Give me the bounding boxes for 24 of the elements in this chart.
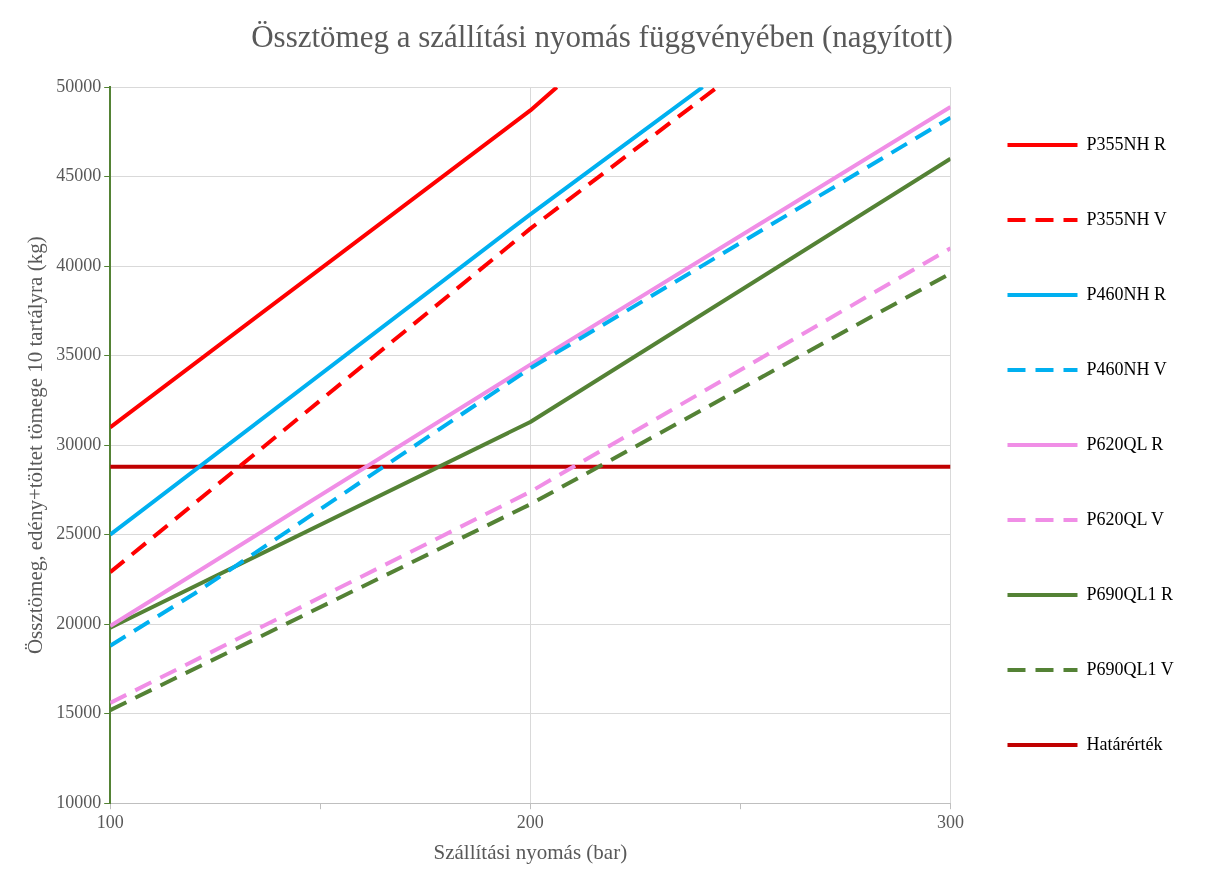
legend-label: P355NH V (1086, 208, 1167, 229)
y-tick-label: 40000 (56, 254, 102, 275)
legend-label: P690QL1 R (1086, 583, 1174, 604)
y-tick-label: 15000 (56, 702, 102, 723)
y-tick-label: 20000 (56, 612, 102, 633)
x-tick-label: 300 (937, 811, 964, 832)
y-tick-label: 25000 (56, 523, 102, 544)
x-tick-label: 100 (96, 811, 124, 832)
y-tick-label: 35000 (56, 344, 102, 365)
legend-label: P460NH R (1086, 283, 1167, 304)
y-tick-label: 30000 (56, 433, 102, 454)
legend-label: P620QL R (1086, 433, 1164, 454)
y-tick-label: 10000 (56, 791, 102, 812)
y-tick-label: 50000 (56, 75, 102, 96)
y-tick-label: 45000 (56, 165, 102, 186)
legend-label: P690QL1 V (1086, 658, 1174, 679)
legend-label: P460NH V (1086, 358, 1167, 379)
chart-title: Össztömeg a szállítási nyomás függvényében (nagyított) (251, 18, 953, 54)
x-tick-label: 200 (516, 811, 544, 832)
legend-label: P355NH R (1086, 133, 1167, 154)
legend-label: Határérték (1086, 733, 1163, 754)
legend-label: P620QL V (1086, 508, 1165, 529)
x-axis-title: Szállítási nyomás (bar) (433, 839, 628, 864)
y-axis-title: Össztömeg, edény+töltet tömege 10 tartályra (kg) (23, 236, 48, 655)
